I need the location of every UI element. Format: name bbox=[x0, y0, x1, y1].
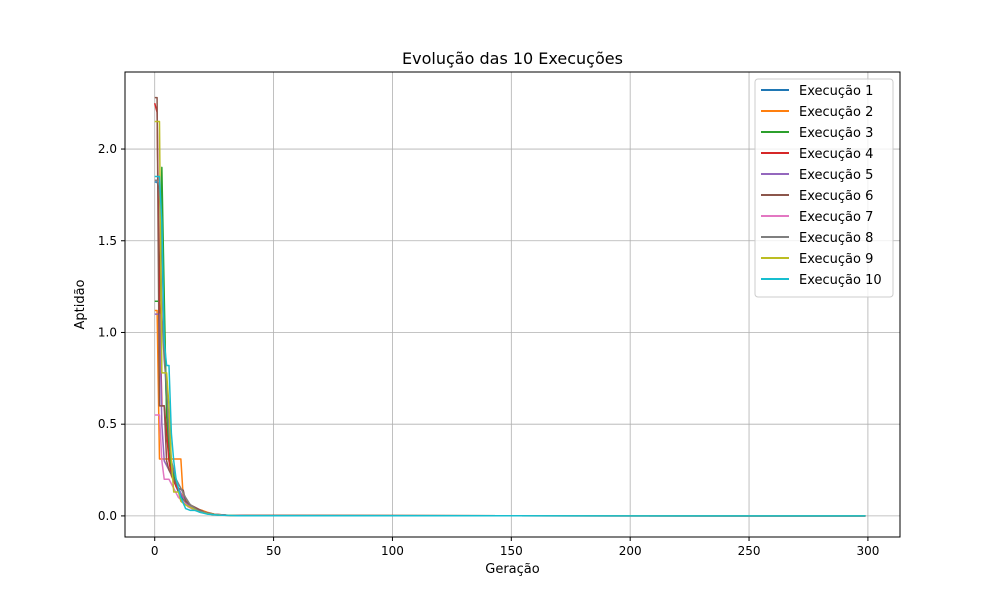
legend-label: Execução 8 bbox=[799, 231, 873, 246]
legend: Execução 1 Execução 2 Execução 3 Execução 4… bbox=[754, 78, 894, 298]
x-axis-label: Geração bbox=[485, 562, 539, 577]
y-tick-label: 1.0 bbox=[98, 325, 117, 339]
legend-label: Execução 10 bbox=[799, 273, 882, 288]
y-tick-label: 0.5 bbox=[98, 417, 117, 431]
chart-title: Evolução das 10 Execuções bbox=[402, 49, 623, 68]
legend-label: Execução 7 bbox=[799, 210, 873, 225]
series-line-execucao-10 bbox=[154, 175, 866, 517]
x-tick-label: 250 bbox=[738, 544, 761, 558]
axis-ticks: 0 50 100 150 200 250 300 0.0 0.5 1.0 1.5 2.0 bbox=[98, 142, 879, 558]
legend-label: Execução 6 bbox=[799, 189, 873, 204]
legend-label: Execução 5 bbox=[799, 168, 873, 183]
y-tick-label: 0.0 bbox=[98, 509, 117, 523]
x-tick-label: 0 bbox=[151, 544, 159, 558]
legend-label: Execução 1 bbox=[799, 84, 873, 99]
y-tick-label: 1.5 bbox=[98, 234, 117, 248]
y-tick-label: 2.0 bbox=[98, 142, 117, 156]
x-tick-label: 50 bbox=[266, 544, 281, 558]
legend-box bbox=[754, 78, 894, 298]
x-tick-label: 150 bbox=[500, 544, 523, 558]
x-tick-label: 200 bbox=[619, 544, 642, 558]
legend-label: Execução 3 bbox=[799, 126, 873, 141]
series-lines bbox=[153, 96, 866, 517]
legend-label: Execução 9 bbox=[799, 252, 873, 267]
legend-label: Execução 2 bbox=[799, 105, 873, 120]
plot-frame bbox=[124, 71, 901, 538]
x-tick-label: 300 bbox=[856, 544, 879, 558]
y-axis-label: Aptidão bbox=[73, 279, 88, 329]
legend-label: Execução 4 bbox=[799, 147, 873, 162]
x-tick-label: 100 bbox=[381, 544, 404, 558]
